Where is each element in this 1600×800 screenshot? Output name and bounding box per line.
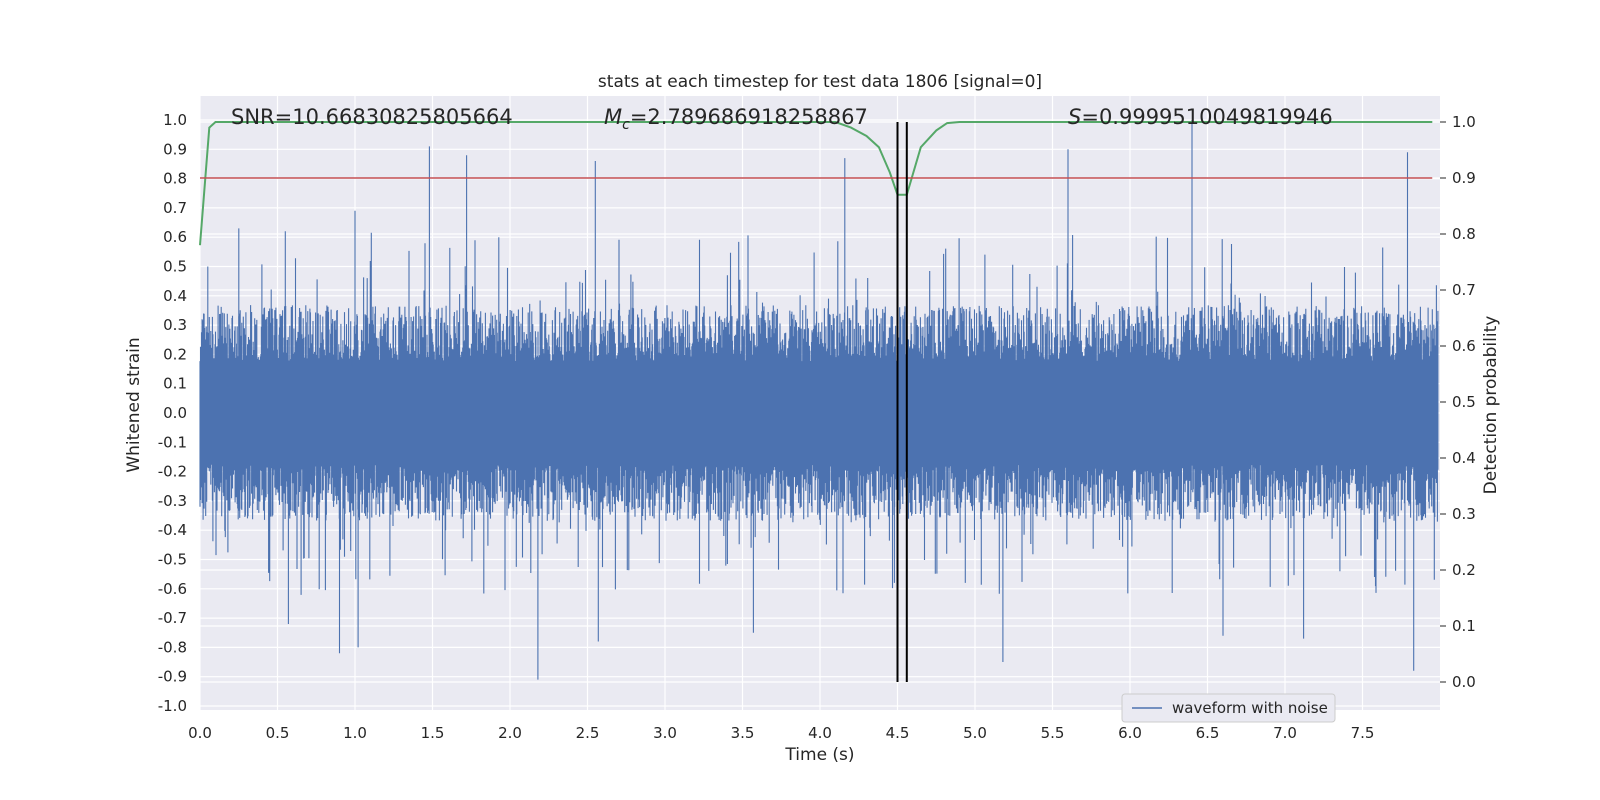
y2-tick-label: 0.6 bbox=[1452, 337, 1476, 355]
legend: waveform with noise bbox=[1121, 693, 1336, 723]
y-tick-label: 0.0 bbox=[163, 404, 187, 422]
legend-label-waveform: waveform with noise bbox=[1172, 699, 1328, 717]
y2-tick-label: 0.5 bbox=[1452, 393, 1476, 411]
x-tick-label: 5.5 bbox=[1041, 724, 1065, 742]
x-tick-label: 7.5 bbox=[1351, 724, 1375, 742]
x-tick-label: 4.0 bbox=[808, 724, 832, 742]
y2-tick-label: 0.0 bbox=[1452, 673, 1476, 691]
y2-tick-label: 0.2 bbox=[1452, 561, 1476, 579]
y-tick-label: -0.5 bbox=[158, 551, 187, 569]
x-tick-label: 1.5 bbox=[421, 724, 445, 742]
x-tick-label: 3.5 bbox=[731, 724, 755, 742]
y-tick-label: -0.4 bbox=[158, 521, 187, 539]
x-tick-label: 0.5 bbox=[266, 724, 290, 742]
y-tick-label: -0.2 bbox=[158, 463, 187, 481]
chart-title: stats at each timestep for test data 180… bbox=[598, 72, 1042, 92]
y-tick-label: 0.9 bbox=[163, 140, 187, 158]
x-tick-label: 6.0 bbox=[1118, 724, 1142, 742]
x-tick-label: 5.0 bbox=[963, 724, 987, 742]
y-tick-label: 0.7 bbox=[163, 199, 187, 217]
y-tick-label: -1.0 bbox=[158, 697, 187, 715]
y2-tick-label: 0.8 bbox=[1452, 225, 1476, 243]
y2-tick-label: 0.7 bbox=[1452, 281, 1476, 299]
y-tick-label: -0.8 bbox=[158, 638, 187, 656]
chirp-mass-symbol: M bbox=[604, 105, 622, 129]
x-tick-label: 4.5 bbox=[886, 724, 910, 742]
chirp-mass-subscript: c bbox=[622, 117, 630, 133]
y-tick-label: 0.1 bbox=[163, 375, 187, 393]
y-tick-label: -0.6 bbox=[158, 580, 187, 598]
y-tick-label: 0.6 bbox=[163, 228, 187, 246]
y2-tick-label: 0.1 bbox=[1452, 617, 1476, 635]
x-tick-label: 2.0 bbox=[498, 724, 522, 742]
s-symbol: S bbox=[1068, 105, 1081, 129]
axis-layer: 0.0 0.5 1.0 1.5 2.0 2.5 3.0 3.5 4.0 4.5 5.0 5.5 6.0 6… bbox=[158, 111, 1476, 742]
y-tick-label: 0.8 bbox=[163, 170, 187, 188]
x-axis-label: Time (s) bbox=[784, 745, 854, 765]
y-tick-label: -0.1 bbox=[158, 433, 187, 451]
y-tick-label: 0.2 bbox=[163, 345, 187, 363]
legend-box bbox=[1121, 693, 1336, 723]
x-tick-label: 0.0 bbox=[188, 724, 212, 742]
x-tick-label: 6.5 bbox=[1196, 724, 1220, 742]
probability-series bbox=[199, 121, 1433, 246]
y2-axis-label: Detection probability bbox=[1481, 316, 1501, 495]
y-tick-label: 1.0 bbox=[163, 111, 187, 129]
y2-tick-label: 1.0 bbox=[1452, 113, 1476, 131]
x-tick-label: 1.0 bbox=[343, 724, 367, 742]
snr-annotation: SNR=10.66830825805664 bbox=[231, 105, 513, 129]
waveform-series bbox=[199, 120, 1439, 680]
chirp-mass-annotation: Mc=2.789686918258867 bbox=[604, 105, 868, 133]
y-axis-label: Whitened strain bbox=[124, 337, 144, 472]
detection-probability-line bbox=[199, 121, 1433, 246]
s-value: =0.9999510049819946 bbox=[1081, 105, 1332, 129]
waveform-trace bbox=[199, 120, 1439, 680]
y-tick-label: 0.4 bbox=[163, 287, 187, 305]
y-tick-label: -0.3 bbox=[158, 492, 187, 510]
x-tick-label: 7.0 bbox=[1273, 724, 1297, 742]
y-tick-label: -0.7 bbox=[158, 609, 187, 627]
y2-tick-label: 0.9 bbox=[1452, 169, 1476, 187]
vertical-markers bbox=[896, 122, 908, 682]
y2-tick-label: 0.3 bbox=[1452, 505, 1476, 523]
y2-tick-label: 0.4 bbox=[1452, 449, 1476, 467]
y-tick-label: 0.3 bbox=[163, 316, 187, 334]
chirp-mass-value: =2.789686918258867 bbox=[630, 105, 868, 129]
y-tick-label: 0.5 bbox=[163, 258, 187, 276]
x-tick-label: 3.0 bbox=[653, 724, 677, 742]
s-annotation: S=0.9999510049819946 bbox=[1068, 105, 1333, 129]
x-tick-label: 2.5 bbox=[576, 724, 600, 742]
y-tick-label: -0.9 bbox=[158, 668, 187, 686]
